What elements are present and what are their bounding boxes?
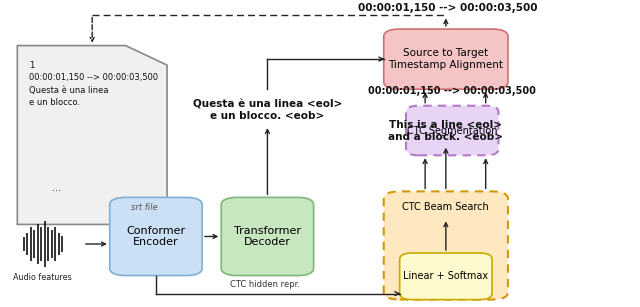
- FancyBboxPatch shape: [399, 253, 492, 300]
- Polygon shape: [17, 45, 167, 224]
- Text: Transformer
Decoder: Transformer Decoder: [234, 226, 301, 247]
- Text: This is a line <eol>
and a block. <eob>: This is a line <eol> and a block. <eob>: [388, 120, 503, 142]
- Text: Questa è una linea <eol>
e un blocco. <eob>: Questa è una linea <eol> e un blocco. <e…: [193, 99, 342, 121]
- FancyBboxPatch shape: [384, 191, 508, 300]
- Text: Audio features: Audio features: [13, 273, 72, 282]
- FancyBboxPatch shape: [221, 197, 314, 276]
- Text: ...: ...: [52, 183, 61, 193]
- FancyBboxPatch shape: [406, 106, 499, 155]
- Text: Source to Target
Timestamp Alignment: Source to Target Timestamp Alignment: [388, 48, 503, 70]
- Text: 00:00:01,150 --> 00:00:03,500: 00:00:01,150 --> 00:00:03,500: [358, 3, 537, 13]
- Text: srt file: srt file: [131, 204, 157, 212]
- Text: CTC Beam Search: CTC Beam Search: [403, 202, 489, 212]
- Text: Linear + Softmax: Linear + Softmax: [403, 271, 488, 281]
- Text: CTC Segmentation: CTC Segmentation: [407, 126, 497, 135]
- FancyBboxPatch shape: [109, 197, 202, 276]
- Text: 00:00:01,150 --> 00:00:03,500: 00:00:01,150 --> 00:00:03,500: [368, 87, 536, 96]
- Text: CTC hidden repr.: CTC hidden repr.: [230, 280, 300, 289]
- FancyBboxPatch shape: [384, 29, 508, 89]
- Text: 1
00:00:01,150 --> 00:00:03,500
Questa è una linea
e un blocco.: 1 00:00:01,150 --> 00:00:03,500 Questa è…: [29, 60, 158, 107]
- Text: Conformer
Encoder: Conformer Encoder: [126, 226, 186, 247]
